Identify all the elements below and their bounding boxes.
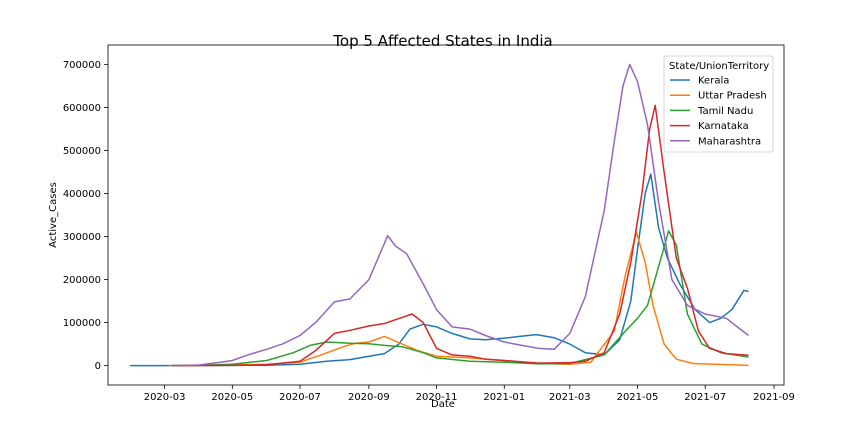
- legend-label: Karnataka: [698, 121, 749, 132]
- y-tick-label: 100000: [63, 318, 101, 329]
- legend: State/UnionTerritory Kerala Uttar Pradesh…: [663, 55, 774, 153]
- legend-label: Tamil Nadu: [697, 106, 753, 117]
- y-tick-label: 400000: [63, 189, 101, 200]
- x-tick-label: 2021-05: [617, 392, 659, 403]
- series-line-karnataka: [173, 104, 749, 367]
- x-tick-label: 2021-09: [753, 392, 795, 403]
- x-tick-label: 2020-07: [279, 392, 321, 403]
- legend-label: Uttar Pradesh: [698, 91, 767, 102]
- y-tick-label: 500000: [63, 146, 101, 157]
- x-tick-label: 2021-07: [684, 392, 726, 403]
- x-tick-label: 2020-09: [348, 392, 390, 403]
- y-tick-label: 700000: [63, 60, 101, 71]
- y-axis: 0 100000 200000 300000 400000 500000 600000 700…: [63, 60, 108, 372]
- series-line-kerala: [130, 173, 749, 367]
- legend-box: [663, 55, 774, 153]
- legend-title: State/UnionTerritory: [669, 61, 769, 72]
- y-tick-label: 300000: [63, 232, 101, 243]
- legend-label: Maharashtra: [698, 136, 761, 147]
- legend-label: Kerala: [698, 76, 729, 87]
- x-tick-label: 2020-11: [416, 392, 458, 403]
- x-tick-label: 2020-05: [211, 392, 253, 403]
- x-tick-label: 2021-03: [549, 392, 591, 403]
- series-line-tamil-nadu: [171, 230, 749, 367]
- y-tick-label: 600000: [63, 103, 101, 114]
- y-tick-label: 200000: [63, 275, 101, 286]
- x-tick-label: 2020-03: [144, 392, 186, 403]
- series-layer: [130, 63, 749, 367]
- legend-items: Kerala Uttar Pradesh Tamil Nadu Karnataka Ma…: [670, 76, 767, 147]
- x-axis-label: Date: [431, 399, 455, 410]
- series-line-maharashtra: [173, 63, 749, 367]
- plot-frame: [107, 44, 785, 386]
- chart-title: Top 5 Affected States in India: [332, 32, 552, 50]
- series-line-uttar-pradesh: [169, 231, 749, 367]
- y-tick-label: 0: [95, 361, 101, 372]
- x-axis: 2020-03 2020-05 2020-07 2020-09 2020-11 2021-…: [144, 385, 795, 403]
- x-tick-label: 2021-01: [483, 392, 525, 403]
- y-axis-label: Active_Cases: [48, 182, 59, 248]
